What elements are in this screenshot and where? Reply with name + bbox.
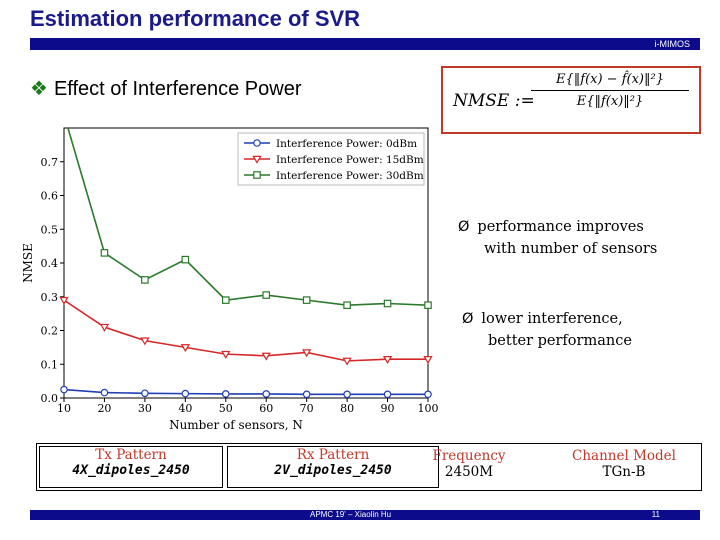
y-tick-label: 0.7 <box>41 156 59 169</box>
data-point-0 <box>262 390 271 398</box>
data-point-0 <box>383 390 392 399</box>
legend-entry: Interference Power: 15dBm <box>276 154 424 166</box>
y-tick-label: 0.0 <box>41 392 59 405</box>
data-point-1 <box>261 352 271 361</box>
data-point-0 <box>181 389 190 398</box>
diamond-bullet-icon: ❖ <box>30 78 48 100</box>
section-heading: ❖ Effect of Interference Power <box>30 76 301 101</box>
section-heading-text: Effect of Interference Power <box>53 78 302 100</box>
note-2-line1: lower interference, <box>481 311 623 327</box>
legend-marker <box>253 139 261 147</box>
slide-title: Estimation performance of SVR <box>30 6 361 31</box>
frequency-header: Frequency <box>432 448 506 464</box>
note-1-line1: performance improves <box>477 219 644 235</box>
channel-model-header: Channel Model <box>572 448 676 464</box>
x-tick-label: 40 <box>178 402 192 415</box>
frequency-value: 2450M <box>444 464 494 480</box>
legend-marker <box>253 171 261 179</box>
y-tick-label: 0.6 <box>41 190 59 203</box>
x-tick-label: 50 <box>219 402 233 415</box>
frequency-cell: Frequency 2450M <box>407 448 531 486</box>
formula-fraction: E{‖f(x) − f̂(x)‖²} E{‖f(x)‖²} <box>531 72 689 109</box>
tx-pattern-cell: Tx Pattern 4X_dipoles_2450 <box>39 446 223 488</box>
x-tick-label: 100 <box>418 402 439 415</box>
data-point-1 <box>140 337 150 346</box>
nmse-formula: NMSE := E{‖f(x) − f̂(x)‖²} E{‖f(x)‖²} <box>441 66 701 134</box>
data-point-0 <box>343 390 351 399</box>
formula-denominator: E{‖f(x)‖²} <box>576 94 644 109</box>
data-point-1 <box>423 355 433 364</box>
series-line-0 <box>64 388 428 396</box>
data-point-1 <box>99 323 110 332</box>
data-point-1 <box>382 355 393 364</box>
data-point-2 <box>100 249 109 257</box>
data-point-2 <box>181 255 190 264</box>
legend-entry: Interference Power: 30dBm <box>276 170 424 182</box>
bottom-bar: APMC 19' – Xiaolin Hu 11 <box>30 510 700 520</box>
series-line-1 <box>64 299 428 362</box>
data-point-0 <box>141 389 149 398</box>
x-axis-label: Number of sensors, N <box>169 418 303 432</box>
rx-pattern-header: Rx Pattern <box>296 447 370 463</box>
data-point-1 <box>342 357 352 366</box>
nmse-chart: 10 20 30 40 50 60 70 80 90 100 0.0 0.1 0.2 0.3 0.4 0.5 0… <box>21 127 439 432</box>
rx-pattern-value: 2V_dipoles_2450 <box>274 463 392 478</box>
data-point-0 <box>60 385 68 394</box>
channel-model-value: TGn-B <box>602 464 646 480</box>
data-point-0 <box>424 390 432 399</box>
formula-lhs: NMSE := <box>453 91 535 111</box>
data-point-1 <box>221 350 231 359</box>
data-point-2 <box>343 301 351 309</box>
y-tick-label: 0.2 <box>41 325 59 338</box>
data-point-1 <box>302 349 312 358</box>
x-tick-label: 60 <box>259 402 273 415</box>
tx-pattern-value: 4X_dipoles_2450 <box>72 463 190 478</box>
page-number: 11 <box>651 510 660 519</box>
data-point-2 <box>262 291 271 299</box>
note-2-line2: better performance <box>488 333 632 349</box>
data-point-0 <box>302 390 311 399</box>
y-tick-label: 0.1 <box>41 358 59 371</box>
data-point-0 <box>221 390 230 398</box>
settings-table: Tx Pattern 4X_dipoles_2450 Rx Pattern 2V… <box>36 443 702 491</box>
data-point-2 <box>424 301 432 309</box>
legend-marker <box>252 155 262 164</box>
channel-model-cell: Channel Model TGn-B <box>559 448 689 486</box>
arrow-bullet-icon: Ø <box>462 311 474 327</box>
y-tick-label: 0.3 <box>41 291 59 304</box>
x-tick-label: 10 <box>57 402 71 415</box>
note-1-line2: with number of sensors <box>484 241 658 257</box>
data-point-2 <box>141 276 149 284</box>
formula-numerator: E{‖f(x) − f̂(x)‖²} <box>531 72 689 91</box>
data-point-2 <box>302 296 311 304</box>
data-point-2 <box>221 296 230 304</box>
legend-entry: Interference Power: 0dBm <box>276 138 417 150</box>
lab-tag: i-MIMOS <box>654 39 691 49</box>
y-tick-label: 0.4 <box>41 257 59 270</box>
tx-pattern-header: Tx Pattern <box>95 447 167 463</box>
top-bar: i-MIMOS <box>30 38 700 50</box>
footer-text: APMC 19' – Xiaolin Hu <box>310 510 392 519</box>
data-point-2 <box>383 299 392 308</box>
y-axis-label: NMSE <box>21 243 35 283</box>
y-tick-label: 0.5 <box>41 223 59 236</box>
data-point-1 <box>180 344 190 353</box>
rx-pattern-cell: Rx Pattern 2V_dipoles_2450 <box>227 446 439 488</box>
x-tick-label: 90 <box>381 402 395 415</box>
data-point-0 <box>100 388 109 397</box>
series-line-2 <box>67 128 428 306</box>
x-tick-label: 80 <box>340 402 354 415</box>
x-tick-label: 20 <box>97 402 111 415</box>
x-tick-label: 70 <box>300 402 314 415</box>
arrow-bullet-icon: Ø <box>458 219 470 235</box>
data-point-1 <box>59 296 69 305</box>
x-tick-label: 30 <box>138 402 152 415</box>
